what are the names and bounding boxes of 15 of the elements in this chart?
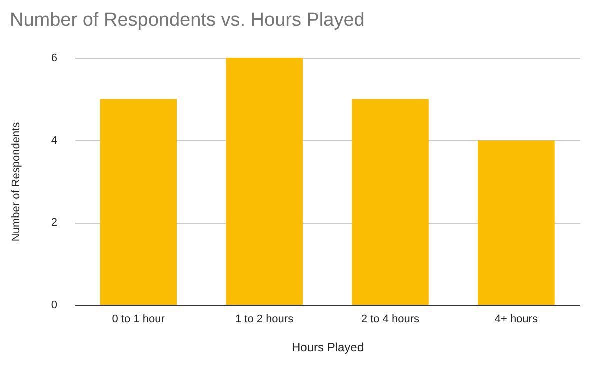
- x-tick-label: 2 to 4 hours: [361, 314, 420, 326]
- chart-title: Number of Respondents vs. Hours Played: [10, 10, 365, 31]
- x-tick-label: 1 to 2 hours: [235, 314, 294, 326]
- y-tick-label: 0: [51, 300, 58, 312]
- y-tick-label: 4: [51, 134, 58, 147]
- x-tick-label: 4+ hours: [494, 314, 538, 326]
- bar: [226, 58, 303, 305]
- y-tick-label: 2: [51, 217, 58, 230]
- x-tick-label: 0 to 1 hour: [112, 314, 166, 326]
- bar: [100, 99, 178, 305]
- y-axis-title: Number of Respondents: [10, 122, 22, 242]
- x-axis-title: Hours Played: [292, 340, 364, 354]
- bar: [478, 140, 555, 305]
- bar: [352, 99, 429, 305]
- y-tick-label: 6: [51, 52, 58, 64]
